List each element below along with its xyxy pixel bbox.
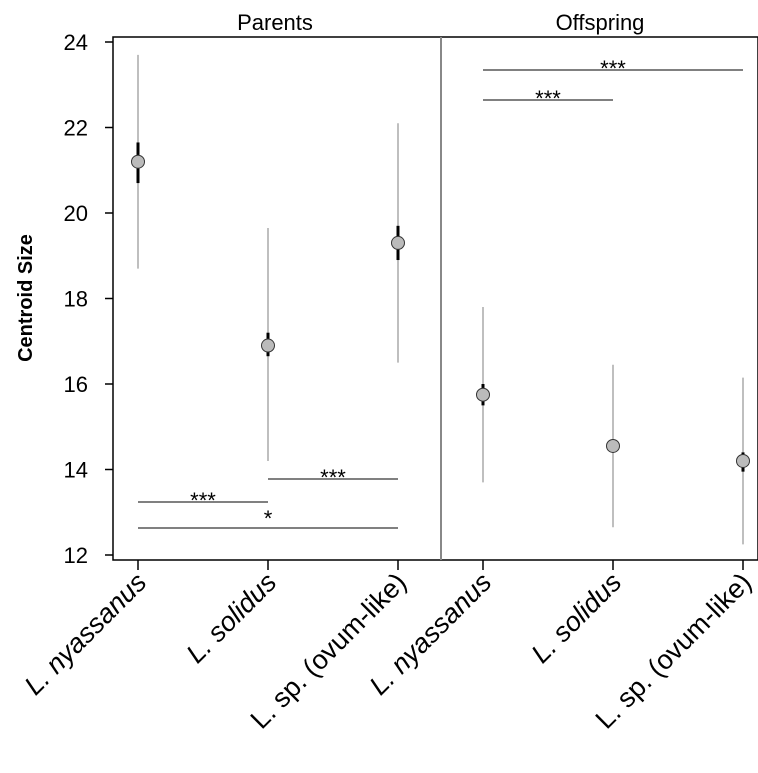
mean-point — [131, 154, 145, 169]
y-tick-label: 12 — [64, 543, 88, 568]
significance-label: *** — [190, 488, 216, 513]
x-tick-label: L. solidus — [525, 567, 627, 669]
x-tick-label: L. solidus — [180, 567, 282, 669]
y-tick-label: 20 — [64, 201, 88, 226]
significance-label: *** — [600, 56, 626, 81]
panel-title: Parents — [237, 10, 313, 35]
mean-point — [606, 438, 620, 453]
significance-label: *** — [535, 86, 561, 111]
y-tick-label: 24 — [64, 30, 88, 55]
mean-point — [261, 338, 275, 353]
significance-label: *** — [320, 465, 346, 490]
y-tick-label: 22 — [64, 116, 88, 141]
y-tick-label: 14 — [64, 458, 88, 483]
x-tick-label: L. nyassanus — [19, 567, 153, 701]
y-tick-label: 16 — [64, 372, 88, 397]
plot-frame — [112, 36, 758, 561]
mean-point — [476, 387, 490, 402]
significance-label: * — [264, 506, 273, 531]
y-tick-label: 18 — [64, 287, 88, 312]
y-axis-label: Centroid Size — [15, 234, 37, 362]
mean-point — [391, 235, 405, 250]
mean-point — [736, 453, 750, 468]
panel-title: Offspring — [556, 10, 645, 35]
